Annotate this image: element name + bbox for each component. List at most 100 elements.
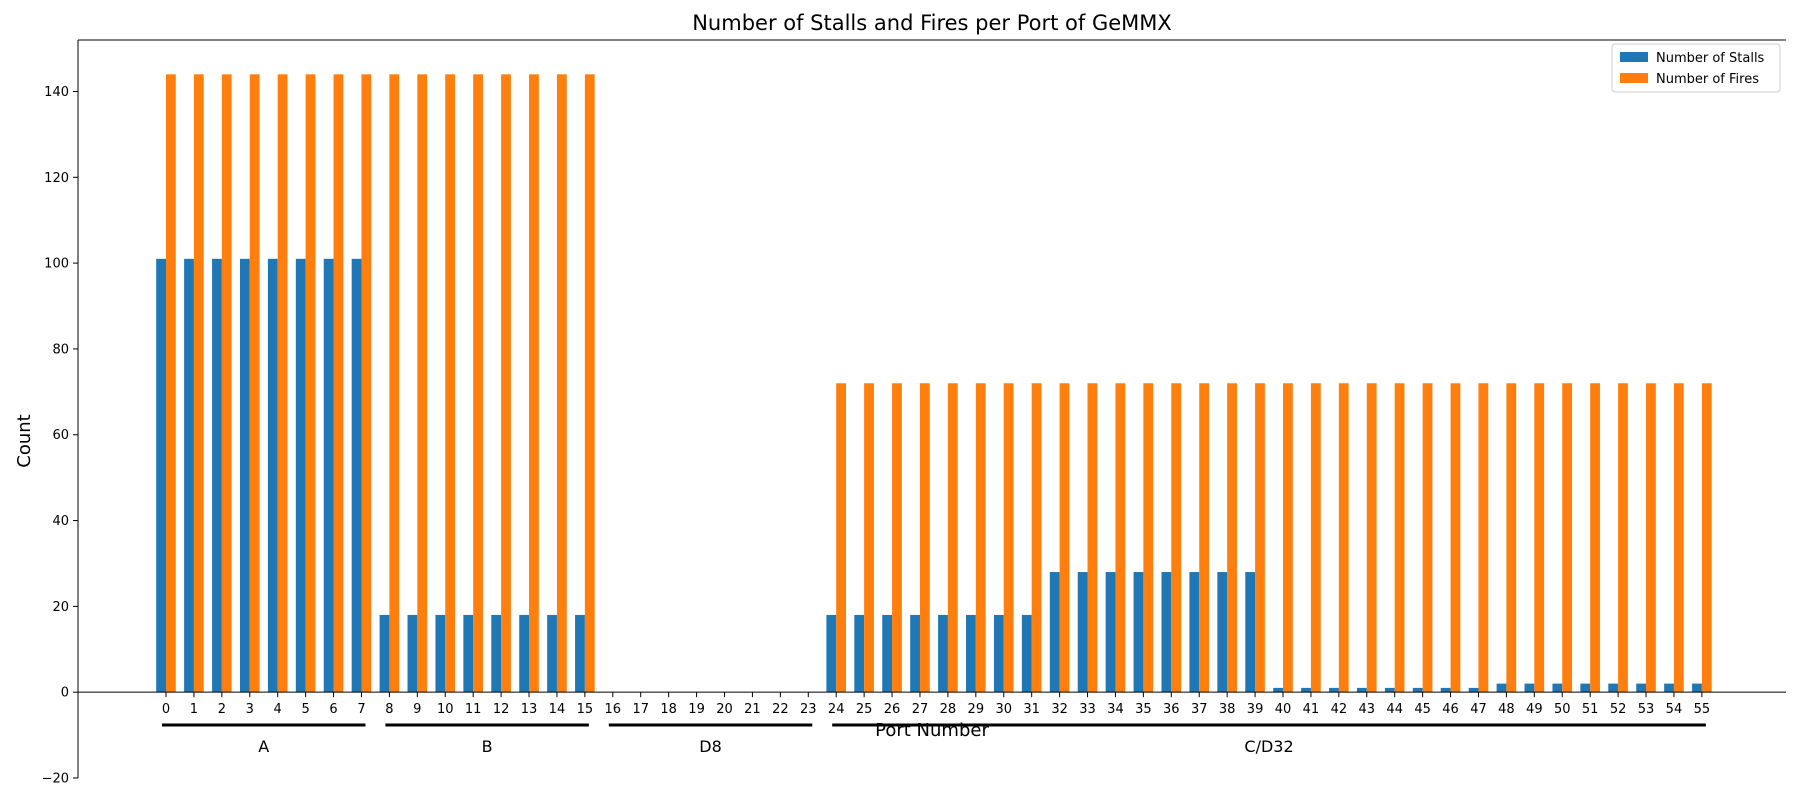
x-tick-label: 49 xyxy=(1526,702,1543,717)
bar-stalls-port-47 xyxy=(1468,687,1479,693)
bar-fires-port-37 xyxy=(1199,383,1210,693)
y-tick-label: −20 xyxy=(42,772,69,787)
bar-fires-port-7 xyxy=(361,74,372,693)
bar-stalls-port-53 xyxy=(1636,683,1647,693)
bar-fires-port-51 xyxy=(1590,383,1600,693)
legend-label-stalls: Number of Stalls xyxy=(1656,51,1765,66)
bar-fires-port-45 xyxy=(1422,383,1433,693)
bar-fires-port-4 xyxy=(277,74,288,693)
bar-stalls-port-37 xyxy=(1189,572,1200,693)
bar-stalls-port-34 xyxy=(1105,572,1116,693)
bar-stalls-port-49 xyxy=(1524,683,1535,693)
bar-stalls-port-31 xyxy=(1021,614,1032,693)
x-axis-title: Port Number xyxy=(875,720,989,741)
group-label: D8 xyxy=(699,737,722,756)
x-tick-label: 44 xyxy=(1386,702,1403,717)
bar-fires-port-1 xyxy=(193,74,204,693)
bar-stalls-port-51 xyxy=(1580,683,1591,693)
bar-fires-port-52 xyxy=(1618,383,1628,693)
y-tick-label: 100 xyxy=(44,257,69,272)
x-tick-label: 21 xyxy=(744,702,761,717)
bar-fires-port-29 xyxy=(975,383,986,693)
bar-stalls-port-54 xyxy=(1664,683,1674,693)
bar-stalls-port-13 xyxy=(519,614,530,693)
x-tick-label: 2 xyxy=(218,702,226,717)
bar-fires-port-48 xyxy=(1506,383,1517,693)
y-tick-label: 140 xyxy=(44,85,69,100)
group-label: A xyxy=(258,737,269,756)
bar-stalls-port-14 xyxy=(547,614,557,693)
bar-fires-port-2 xyxy=(221,74,232,693)
x-tick-label: 12 xyxy=(493,702,510,717)
x-tick-label: 5 xyxy=(301,702,309,717)
bar-stalls-port-24 xyxy=(826,614,837,693)
bar-fires-port-41 xyxy=(1310,383,1321,693)
bar-fires-port-9 xyxy=(417,74,428,693)
y-tick-label: 120 xyxy=(44,171,69,186)
x-tick-label: 40 xyxy=(1275,702,1292,717)
y-tick-label: 20 xyxy=(52,600,69,615)
bar-fires-port-8 xyxy=(389,74,400,693)
bar-stalls-port-32 xyxy=(1049,572,1060,693)
bar-fires-port-12 xyxy=(501,74,511,693)
y-tick-label: 80 xyxy=(52,342,69,357)
bar-stalls-port-41 xyxy=(1301,687,1311,693)
bar-fires-port-33 xyxy=(1087,383,1098,693)
x-tick-label: 11 xyxy=(465,702,482,717)
bar-fires-port-55 xyxy=(1701,383,1712,693)
bar-stalls-port-25 xyxy=(854,614,865,693)
bar-stalls-port-3 xyxy=(239,258,250,693)
bar-fires-port-10 xyxy=(445,74,456,693)
x-tick-label: 23 xyxy=(800,702,817,717)
x-tick-label: 38 xyxy=(1219,702,1236,717)
bar-stalls-port-42 xyxy=(1329,687,1339,693)
x-tick-label: 53 xyxy=(1638,702,1655,717)
bar-stalls-port-33 xyxy=(1077,572,1088,693)
x-tick-label: 15 xyxy=(577,702,594,717)
bar-fires-port-40 xyxy=(1283,383,1293,693)
bar-fires-port-43 xyxy=(1366,383,1377,693)
x-tick-label: 16 xyxy=(605,702,622,717)
y-tick-label: 0 xyxy=(61,686,69,701)
bar-stalls-port-40 xyxy=(1273,687,1283,693)
x-tick-label: 24 xyxy=(828,702,845,717)
bar-stalls-port-8 xyxy=(379,614,390,693)
bar-stalls-port-10 xyxy=(435,614,446,693)
bar-fires-port-39 xyxy=(1255,383,1265,693)
legend-label-fires: Number of Fires xyxy=(1656,72,1759,87)
bar-stalls-port-5 xyxy=(295,258,306,693)
bar-stalls-port-35 xyxy=(1133,572,1144,693)
bar-stalls-port-27 xyxy=(910,614,920,693)
bar-fires-port-49 xyxy=(1534,383,1545,693)
x-tick-label: 48 xyxy=(1498,702,1515,717)
bar-fires-port-42 xyxy=(1338,383,1349,693)
bar-stalls-port-2 xyxy=(212,258,222,693)
bar-stalls-port-0 xyxy=(156,258,166,693)
y-tick-label: 40 xyxy=(52,514,69,529)
x-tick-label: 32 xyxy=(1051,702,1068,717)
group-label: C/D32 xyxy=(1244,737,1293,756)
bar-stalls-port-48 xyxy=(1496,683,1507,693)
x-tick-label: 55 xyxy=(1694,702,1711,717)
x-tick-label: 3 xyxy=(246,702,254,717)
x-tick-label: 33 xyxy=(1079,702,1096,717)
bar-fires-port-15 xyxy=(584,74,595,693)
x-tick-label: 0 xyxy=(162,702,170,717)
x-tick-label: 27 xyxy=(912,702,929,717)
x-tick-label: 13 xyxy=(521,702,538,717)
bar-stalls-port-6 xyxy=(323,258,334,693)
x-tick-label: 46 xyxy=(1442,702,1459,717)
bar-fires-port-6 xyxy=(333,74,344,693)
bar-stalls-port-52 xyxy=(1608,683,1619,693)
bar-stalls-port-7 xyxy=(351,258,362,693)
x-tick-label: 36 xyxy=(1163,702,1180,717)
x-tick-label: 17 xyxy=(632,702,649,717)
bar-fires-port-13 xyxy=(529,74,539,693)
bar-stalls-port-38 xyxy=(1217,572,1228,693)
x-tick-label: 45 xyxy=(1414,702,1431,717)
x-tick-label: 50 xyxy=(1554,702,1571,717)
bar-stalls-port-12 xyxy=(491,614,502,693)
x-tick-label: 39 xyxy=(1247,702,1264,717)
bar-stalls-port-39 xyxy=(1245,572,1256,693)
x-tick-label: 52 xyxy=(1610,702,1627,717)
